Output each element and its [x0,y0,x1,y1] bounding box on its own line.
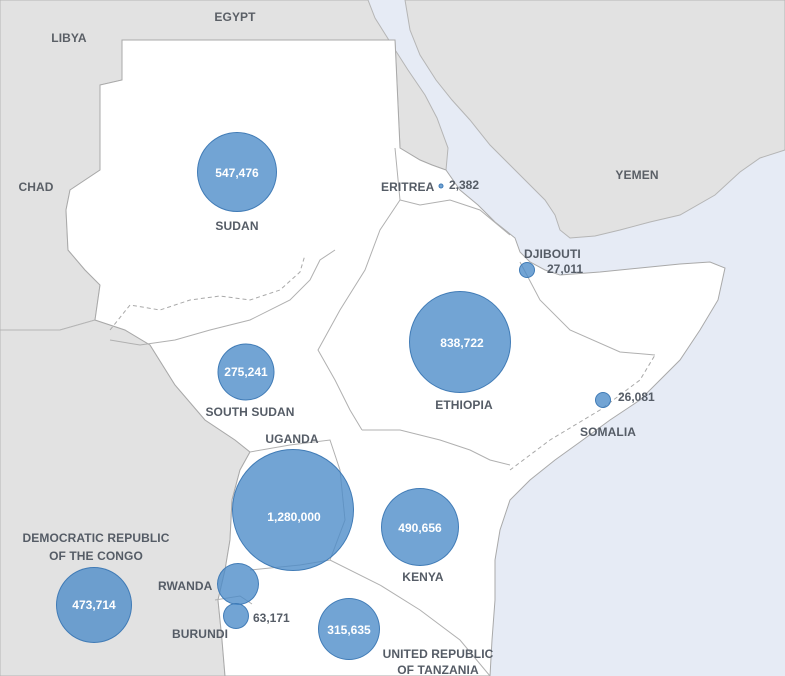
label-tanzania-line2: OF TANZANIA [397,663,479,676]
bubble-south-sudan [217,343,275,401]
label-rwanda: RWANDA [158,579,213,593]
bubble-tanzania [318,598,380,660]
bubble-rwanda [217,563,259,605]
border-eritrea [394,147,511,236]
label-kenya: KENYA [402,570,444,584]
disputed-somaliland [509,354,656,471]
value-uganda: 1,280,000 [267,510,321,524]
value-burundi: 63,171 [253,611,290,625]
land-arabia [404,0,785,239]
bubble-sudan [197,132,277,212]
label-ethiopia: ETHIOPIA [435,398,493,412]
bubble-burundi [223,603,249,629]
label-egypt: EGYPT [214,10,256,24]
label-eritrea: ERITREA [381,180,435,194]
border-south-sudan [109,249,336,346]
bubble-ethiopia [409,291,511,393]
border-ethiopia-kenya [362,429,511,466]
bubble-kenya [381,488,459,566]
value-djibouti: 27,011 [547,262,584,276]
bubble-somalia [595,392,611,408]
label-libya: LIBYA [51,31,87,45]
bubble-uganda [232,449,354,571]
bubble-drc [56,567,132,643]
label-chad: CHAD [18,180,54,194]
value-tanzania: 315,635 [327,623,371,637]
label-drc-line2: OF THE CONGO [49,549,143,563]
border-ethiopia-west [317,199,401,431]
label-uganda: UGANDA [265,432,319,446]
label-somalia: SOMALIA [579,425,637,439]
disputed-sudan-south-sudan [109,254,306,331]
label-burundi: BURUNDI [172,627,229,641]
bubble-djibouti [519,262,535,278]
value-ethiopia: 838,722 [440,336,484,350]
disputed-borders [109,254,656,471]
label-djibouti: DJIBOUTI [524,247,581,261]
border-somalia [519,261,656,356]
label-sudan: SUDAN [215,219,259,233]
value-eritrea: 2,382 [449,178,480,192]
label-tanzania-line1: UNITED REPUBLIC [382,647,494,661]
value-south-sudan: 275,241 [224,365,268,379]
value-somalia: 26,081 [618,390,655,404]
value-kenya: 490,656 [398,521,442,535]
value-drc: 473,714 [72,598,116,612]
value-sudan: 547,476 [215,166,259,180]
label-yemen: YEMEN [615,168,659,182]
label-drc-line1: DEMOCRATIC REPUBLIC [22,531,170,545]
bubble-eritrea [438,183,444,189]
label-south-sudan: SOUTH SUDAN [205,405,295,419]
